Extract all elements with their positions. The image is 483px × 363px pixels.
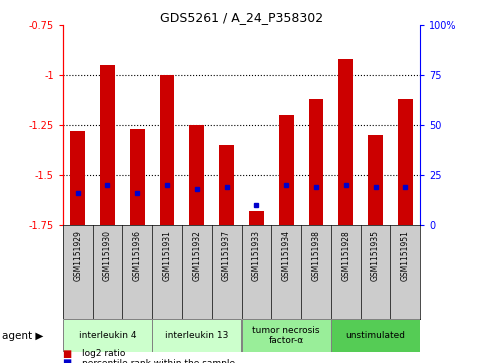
Bar — [189, 125, 204, 225]
Bar — [100, 65, 115, 225]
Text: tumor necrosis
factor-α: tumor necrosis factor-α — [253, 326, 320, 346]
Text: GSM1151933: GSM1151933 — [252, 230, 261, 281]
Bar — [368, 135, 383, 225]
Text: percentile rank within the sample: percentile rank within the sample — [82, 359, 235, 363]
Bar — [63, 319, 152, 352]
Bar — [130, 129, 145, 225]
Text: GSM1151951: GSM1151951 — [401, 230, 410, 281]
Bar — [398, 99, 413, 225]
Bar — [279, 115, 294, 225]
Text: interleukin 13: interleukin 13 — [165, 331, 228, 340]
Text: GSM1151932: GSM1151932 — [192, 230, 201, 281]
Text: ■: ■ — [63, 349, 75, 359]
Bar — [219, 145, 234, 225]
Text: GSM1151934: GSM1151934 — [282, 230, 291, 281]
Bar — [338, 59, 353, 225]
Text: GSM1151938: GSM1151938 — [312, 230, 320, 281]
Text: unstimulated: unstimulated — [345, 331, 406, 340]
Text: GSM1151931: GSM1151931 — [163, 230, 171, 281]
Bar — [70, 131, 85, 225]
Text: log2 ratio: log2 ratio — [82, 350, 126, 358]
Text: GSM1151929: GSM1151929 — [73, 230, 82, 281]
Text: GSM1151935: GSM1151935 — [371, 230, 380, 281]
Text: interleukin 4: interleukin 4 — [79, 331, 136, 340]
Bar — [309, 99, 324, 225]
Bar — [249, 211, 264, 225]
Text: GSM1151930: GSM1151930 — [103, 230, 112, 281]
Bar — [242, 319, 331, 352]
Text: GSM1151937: GSM1151937 — [222, 230, 231, 281]
Title: GDS5261 / A_24_P358302: GDS5261 / A_24_P358302 — [160, 11, 323, 24]
Text: ■: ■ — [63, 358, 75, 363]
Text: GSM1151928: GSM1151928 — [341, 230, 350, 281]
Text: GSM1151936: GSM1151936 — [133, 230, 142, 281]
Bar — [159, 75, 174, 225]
Bar — [152, 319, 242, 352]
Text: agent ▶: agent ▶ — [2, 331, 44, 341]
Bar — [331, 319, 420, 352]
